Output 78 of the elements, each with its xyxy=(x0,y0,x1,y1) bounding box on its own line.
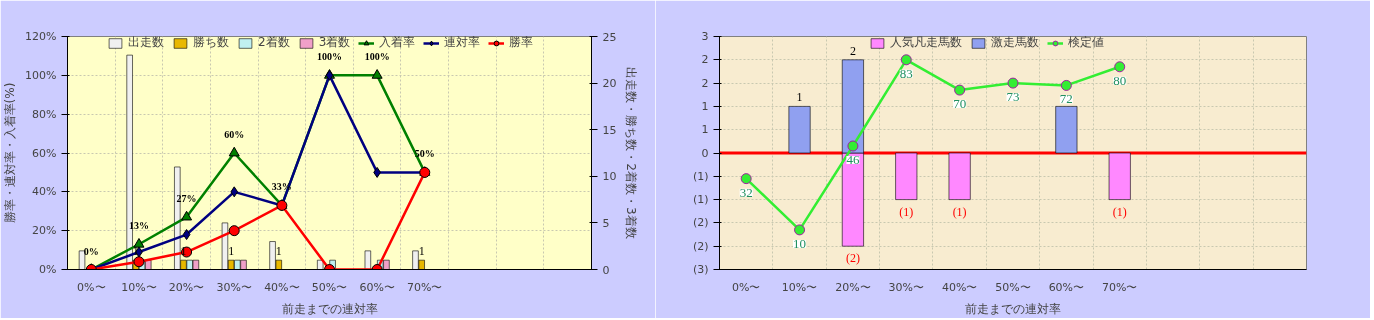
y2-tick-label: 25 xyxy=(602,30,617,44)
y-tick-label: (3) xyxy=(692,263,709,276)
data-label: 72 xyxy=(1059,91,1073,107)
y-tick-label: 0 xyxy=(701,146,709,160)
x-tick-label: 0%〜 xyxy=(77,280,106,294)
data-label: 1 xyxy=(418,244,425,259)
data-label: 1 xyxy=(228,244,235,259)
x-tick-label: 60%〜 xyxy=(359,280,395,294)
data-label: 83 xyxy=(899,65,913,81)
data-label: 27% xyxy=(176,193,197,205)
y2-tick-label: 5 xyxy=(602,216,610,230)
legend-label: 激走馬数 xyxy=(991,35,1039,51)
data-label: 32 xyxy=(739,184,753,200)
y-tick-label: 80% xyxy=(32,107,57,121)
x-tick-label: 30%〜 xyxy=(216,280,252,294)
data-label: (1) xyxy=(952,204,967,219)
data-label: 0% xyxy=(83,245,99,257)
data-label: 1 xyxy=(796,90,803,105)
y-tick-label: 2 xyxy=(701,76,709,90)
y2-axis-title: 出走数・勝ち数・2着数・3着数 xyxy=(624,67,639,239)
x-tick-label: 50%〜 xyxy=(995,280,1031,294)
y-tick-label: 1 xyxy=(701,123,709,137)
legend-label: 検定値 xyxy=(1068,35,1104,51)
data-label: (1) xyxy=(1112,204,1127,219)
y-tick-label: 120% xyxy=(25,30,57,43)
y-tick-label: 0% xyxy=(39,263,57,276)
data-label: (2) xyxy=(845,251,860,266)
y-tick-label: 2 xyxy=(701,53,709,67)
x-tick-label: 10%〜 xyxy=(781,280,818,294)
x-tick-label: 20%〜 xyxy=(835,280,871,294)
y-tick-label: 3 xyxy=(701,30,709,43)
legend-label: 連対率 xyxy=(444,35,481,51)
legend-label: 勝ち数 xyxy=(193,35,229,51)
legend-label: 人気凡走馬数 xyxy=(890,35,962,51)
data-label: 60% xyxy=(224,129,245,140)
data-label: 46 xyxy=(846,152,860,168)
y-tick-label: 20% xyxy=(32,224,57,238)
x-tick-label: 50%〜 xyxy=(311,280,348,294)
y-tick-label: (2) xyxy=(692,239,709,253)
data-label: 100% xyxy=(364,51,390,63)
data-label: 1 xyxy=(132,244,139,259)
y2-tick-label: 0 xyxy=(602,263,610,277)
x-tick-label: 60%〜 xyxy=(1048,280,1085,294)
legend-label: 2着数 xyxy=(258,35,290,51)
x-tick-label: 0%〜 xyxy=(731,280,761,294)
x-axis-title: 前走までの連対率 xyxy=(965,301,1061,316)
y-tick-label: 100% xyxy=(25,68,57,82)
legend-label: 入着率 xyxy=(379,35,416,51)
data-label: 1 xyxy=(180,244,187,259)
x-tick-label: 70%〜 xyxy=(1102,280,1138,294)
x-tick-label: 20%〜 xyxy=(168,280,205,294)
y-tick-label: (1) xyxy=(692,169,709,183)
x-tick-label: 70%〜 xyxy=(407,280,443,294)
y2-tick-label: 10 xyxy=(602,170,617,184)
y2-tick-label: 20 xyxy=(602,77,617,91)
data-label: 10 xyxy=(793,235,807,251)
y-tick-label: 1 xyxy=(701,99,709,113)
legend-label: 出走数 xyxy=(128,35,164,51)
y-tick-label: (2) xyxy=(692,216,709,230)
data-label: 100% xyxy=(317,51,342,63)
y-axis-title: 勝率・連対率・入着率(%) xyxy=(3,82,18,224)
x-tick-label: 10%〜 xyxy=(121,280,157,294)
y2-tick-label: 15 xyxy=(602,123,617,137)
y-tick-label: (1) xyxy=(692,193,709,207)
x-tick-label: 40%〜 xyxy=(264,280,300,294)
data-label: 1 xyxy=(275,244,282,259)
x-tick-label: 30%〜 xyxy=(888,280,924,294)
data-label: 73 xyxy=(1006,89,1020,105)
data-label: 70 xyxy=(953,96,967,112)
legend-label: 3着数 xyxy=(318,35,351,51)
data-label: (1) xyxy=(899,204,914,219)
data-label: 2 xyxy=(849,43,856,58)
data-label: 80 xyxy=(1113,72,1127,88)
y-tick-label: 40% xyxy=(32,185,57,199)
x-tick-label: 40%〜 xyxy=(941,280,978,294)
legend-label: 勝率 xyxy=(509,35,534,51)
x-axis-title: 前走までの連対率 xyxy=(281,301,378,316)
y-tick-label: 60% xyxy=(32,146,57,160)
